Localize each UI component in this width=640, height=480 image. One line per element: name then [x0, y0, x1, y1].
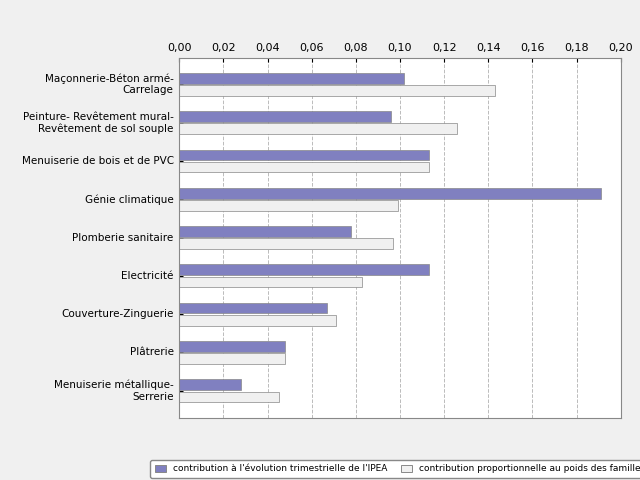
Bar — [179, 188, 601, 199]
Bar — [179, 200, 398, 211]
Bar — [179, 162, 429, 172]
Bar — [179, 353, 285, 364]
Bar — [179, 392, 278, 402]
Bar — [179, 303, 327, 313]
Bar — [179, 239, 394, 249]
Bar — [179, 341, 285, 352]
Bar — [179, 111, 391, 122]
Bar — [179, 73, 404, 84]
Bar — [179, 123, 458, 134]
Bar — [179, 379, 241, 390]
Bar — [179, 149, 429, 160]
Bar — [179, 85, 495, 96]
Bar — [179, 264, 429, 275]
Legend: contribution à l'évolution trimestrielle de l'IPEA, contribution proportionnelle: contribution à l'évolution trimestrielle… — [150, 460, 640, 478]
Bar — [179, 226, 351, 237]
Bar — [179, 315, 336, 326]
Bar — [179, 276, 362, 288]
